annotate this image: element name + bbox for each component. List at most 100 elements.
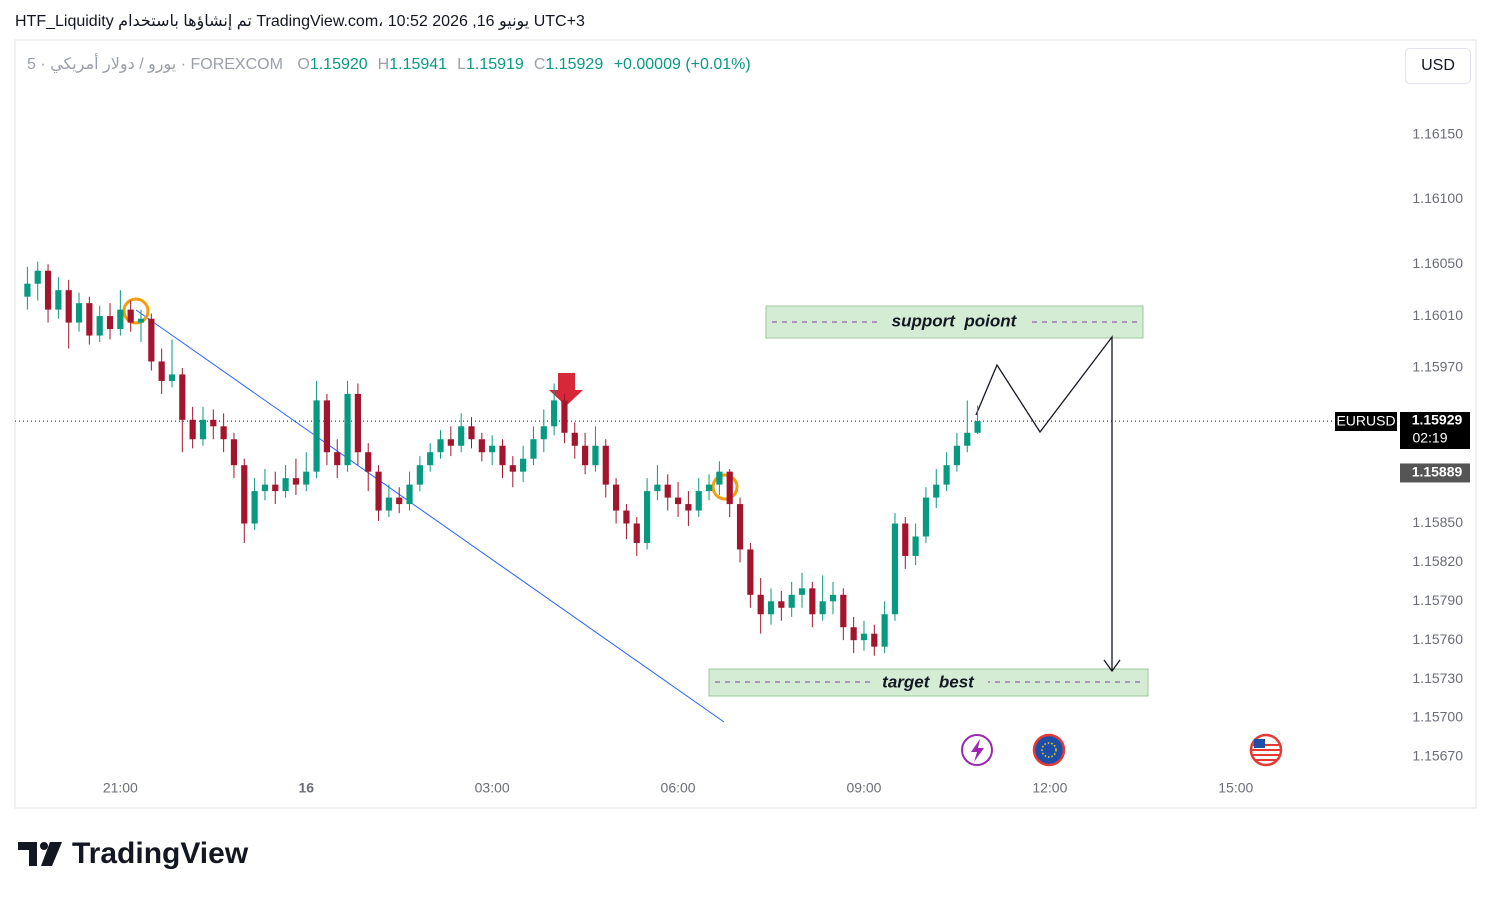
candle-body [416, 465, 423, 485]
candle-body [106, 316, 114, 330]
candle-body [251, 491, 258, 524]
candle-body [654, 484, 661, 492]
candle-body [850, 627, 857, 641]
candle-body [881, 614, 888, 647]
candle-body [840, 594, 847, 628]
candle-body [798, 588, 806, 595]
candle-body [922, 497, 930, 537]
candle-body [716, 471, 723, 485]
candle-body [489, 445, 496, 453]
candle-body [612, 484, 620, 511]
y-tick-label: 1.15820 [1412, 553, 1463, 569]
plot: 1.16150 1.16100 1.16050 1.16010 1.15970 1.158… [15, 125, 1463, 796]
symbol-tag-bg [1335, 412, 1397, 431]
candle-body [674, 497, 682, 505]
candle-body [933, 484, 940, 498]
candle-body [148, 318, 155, 362]
ohlc-value: 1.15929 [545, 56, 604, 73]
candle-body [778, 601, 785, 608]
last-price-label: 1.15929 [1412, 412, 1463, 428]
price-tag-bg [1400, 412, 1470, 449]
candle-body [953, 445, 961, 466]
candle-body [685, 504, 692, 511]
annotation: target best [882, 672, 975, 691]
symbol-tag: EURUSD [1336, 413, 1395, 429]
y-tick-label: 1.15700 [1412, 709, 1463, 725]
ohlc-value: 1.15919 [465, 56, 524, 73]
candle-body [199, 419, 207, 440]
candle-body [137, 318, 145, 323]
candle-body [499, 445, 506, 466]
candle-body [65, 290, 72, 323]
arrow-head [1103, 659, 1121, 673]
ohlc-key: O [297, 56, 310, 73]
marker-price-label: 1.15889 [1412, 464, 1463, 480]
symbol: 5 · يورو / دولار أمريكي · FOREXCOM [27, 56, 283, 73]
candle-body [871, 633, 878, 647]
chart-legend: 5 · يورو / دولار أمريكي · FOREXCOM O 1.15… [27, 54, 751, 74]
candle-body [292, 478, 300, 485]
candle-body [354, 393, 361, 453]
candle-body [272, 484, 279, 492]
x-tick-label: 06:00 [661, 780, 696, 796]
candle-body [437, 439, 444, 453]
candle-body [220, 426, 227, 440]
candle-body [633, 523, 640, 543]
candle-body [210, 419, 217, 427]
countdown: 02:19 [1412, 430, 1447, 446]
label-bg [880, 311, 1028, 333]
candle-body [230, 439, 238, 466]
x-tick-label: 09:00 [846, 780, 881, 796]
candle-body [241, 465, 248, 524]
candle-body [964, 432, 971, 446]
projection-path [975, 335, 1113, 670]
candle-body [582, 445, 589, 466]
candle-body [767, 601, 775, 615]
ohlc-key: L [457, 56, 466, 73]
candle-body [261, 484, 269, 492]
candle-body [458, 426, 465, 446]
label-bg [870, 672, 988, 693]
y-tick-label: 1.15670 [1412, 748, 1463, 764]
support-box [765, 305, 1144, 339]
candle-body [902, 523, 909, 556]
candle-body [282, 478, 289, 492]
down-arrow [549, 373, 583, 406]
candle-body [829, 594, 837, 602]
candle-body [55, 290, 62, 310]
candle-body [323, 400, 331, 453]
candle-body [478, 439, 485, 453]
candle-body [551, 400, 558, 427]
candle-body [891, 523, 899, 615]
candle-body [860, 633, 868, 641]
candle-body [757, 594, 764, 615]
currency-button[interactable]: USD [1405, 48, 1471, 84]
candle-body [943, 465, 950, 485]
candle-body [747, 549, 754, 595]
candle-body [509, 465, 516, 472]
candle-body [117, 309, 124, 330]
candle-body [643, 491, 651, 543]
candle-body [375, 471, 382, 511]
candle-body [788, 594, 795, 608]
candle-body [127, 309, 134, 323]
marker-circle [122, 297, 150, 325]
candle-body [303, 471, 310, 485]
candle-body [24, 283, 31, 297]
candle-body [974, 421, 981, 433]
trend-line [135, 309, 725, 723]
candle-body [736, 504, 744, 550]
header-title: HTF_Liquidity تم إنشاؤها باستخدام Tradin… [15, 13, 585, 30]
candle-body [385, 497, 392, 511]
y-tick-label: 1.15730 [1412, 670, 1463, 686]
candle-body [427, 452, 434, 466]
x-tick-label: 03:00 [475, 780, 510, 796]
target-box [708, 668, 1149, 697]
marker-circle [711, 473, 739, 501]
marker-price-bg [1400, 463, 1470, 483]
ohlc-key: C [533, 56, 546, 73]
x-tick-label: 16 [298, 780, 314, 796]
y-tick-label: 1.15760 [1412, 631, 1463, 647]
logo-icon [18, 842, 62, 866]
candle-body [592, 445, 599, 466]
